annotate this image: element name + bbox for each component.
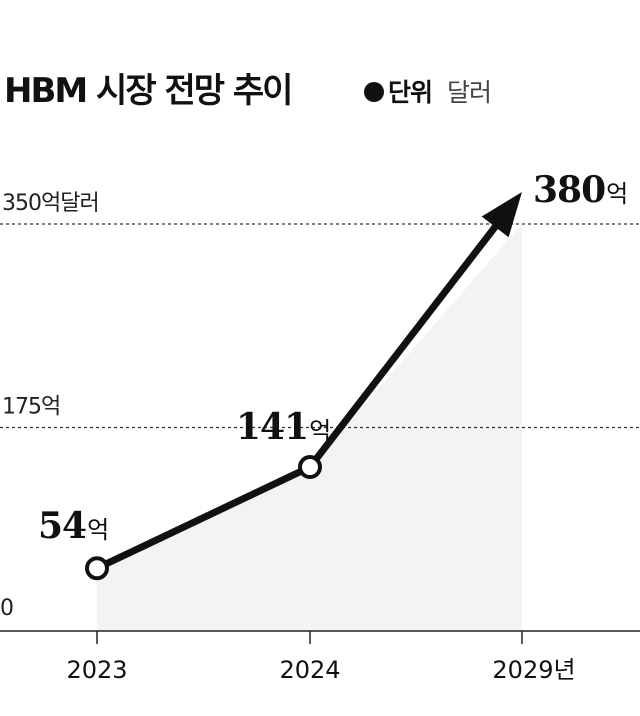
data-label: 141억: [236, 406, 331, 448]
data-label-number: 380: [533, 169, 605, 211]
reference-lines: 350억달러 175억: [0, 191, 640, 429]
area-fill: [97, 224, 522, 631]
reference-line-label: 350억달러: [2, 191, 99, 216]
unit-bullet-icon: [364, 82, 384, 102]
data-point-marker: [85, 556, 109, 581]
unit-value: 달러: [447, 78, 491, 107]
x-axis-ticks: 2023 2024 2029년: [66, 631, 576, 684]
baseline-label: 0: [0, 596, 13, 621]
data-label-unit: 억: [87, 516, 109, 544]
chart-title-group: HBM 시장 전망 추이 단위 달러: [4, 71, 492, 111]
x-axis-tick-label: 2023: [66, 656, 127, 684]
data-label: 54억: [38, 505, 109, 547]
data-markers: [85, 455, 322, 581]
data-point-marker: [298, 455, 322, 480]
x-axis-tick-label: 2029년: [492, 656, 575, 684]
data-label-unit: 억: [309, 417, 331, 445]
data-label-number: 141: [236, 406, 308, 448]
data-label-number: 54: [38, 505, 86, 547]
data-label: 380억: [533, 169, 628, 211]
reference-line-label: 175억: [2, 395, 60, 420]
unit-label: 단위: [388, 78, 432, 107]
chart-title: HBM 시장 전망 추이: [4, 71, 291, 111]
x-axis-tick-label: 2024: [279, 656, 340, 684]
arrowhead-icon: [481, 192, 522, 238]
data-label-unit: 억: [606, 180, 628, 208]
